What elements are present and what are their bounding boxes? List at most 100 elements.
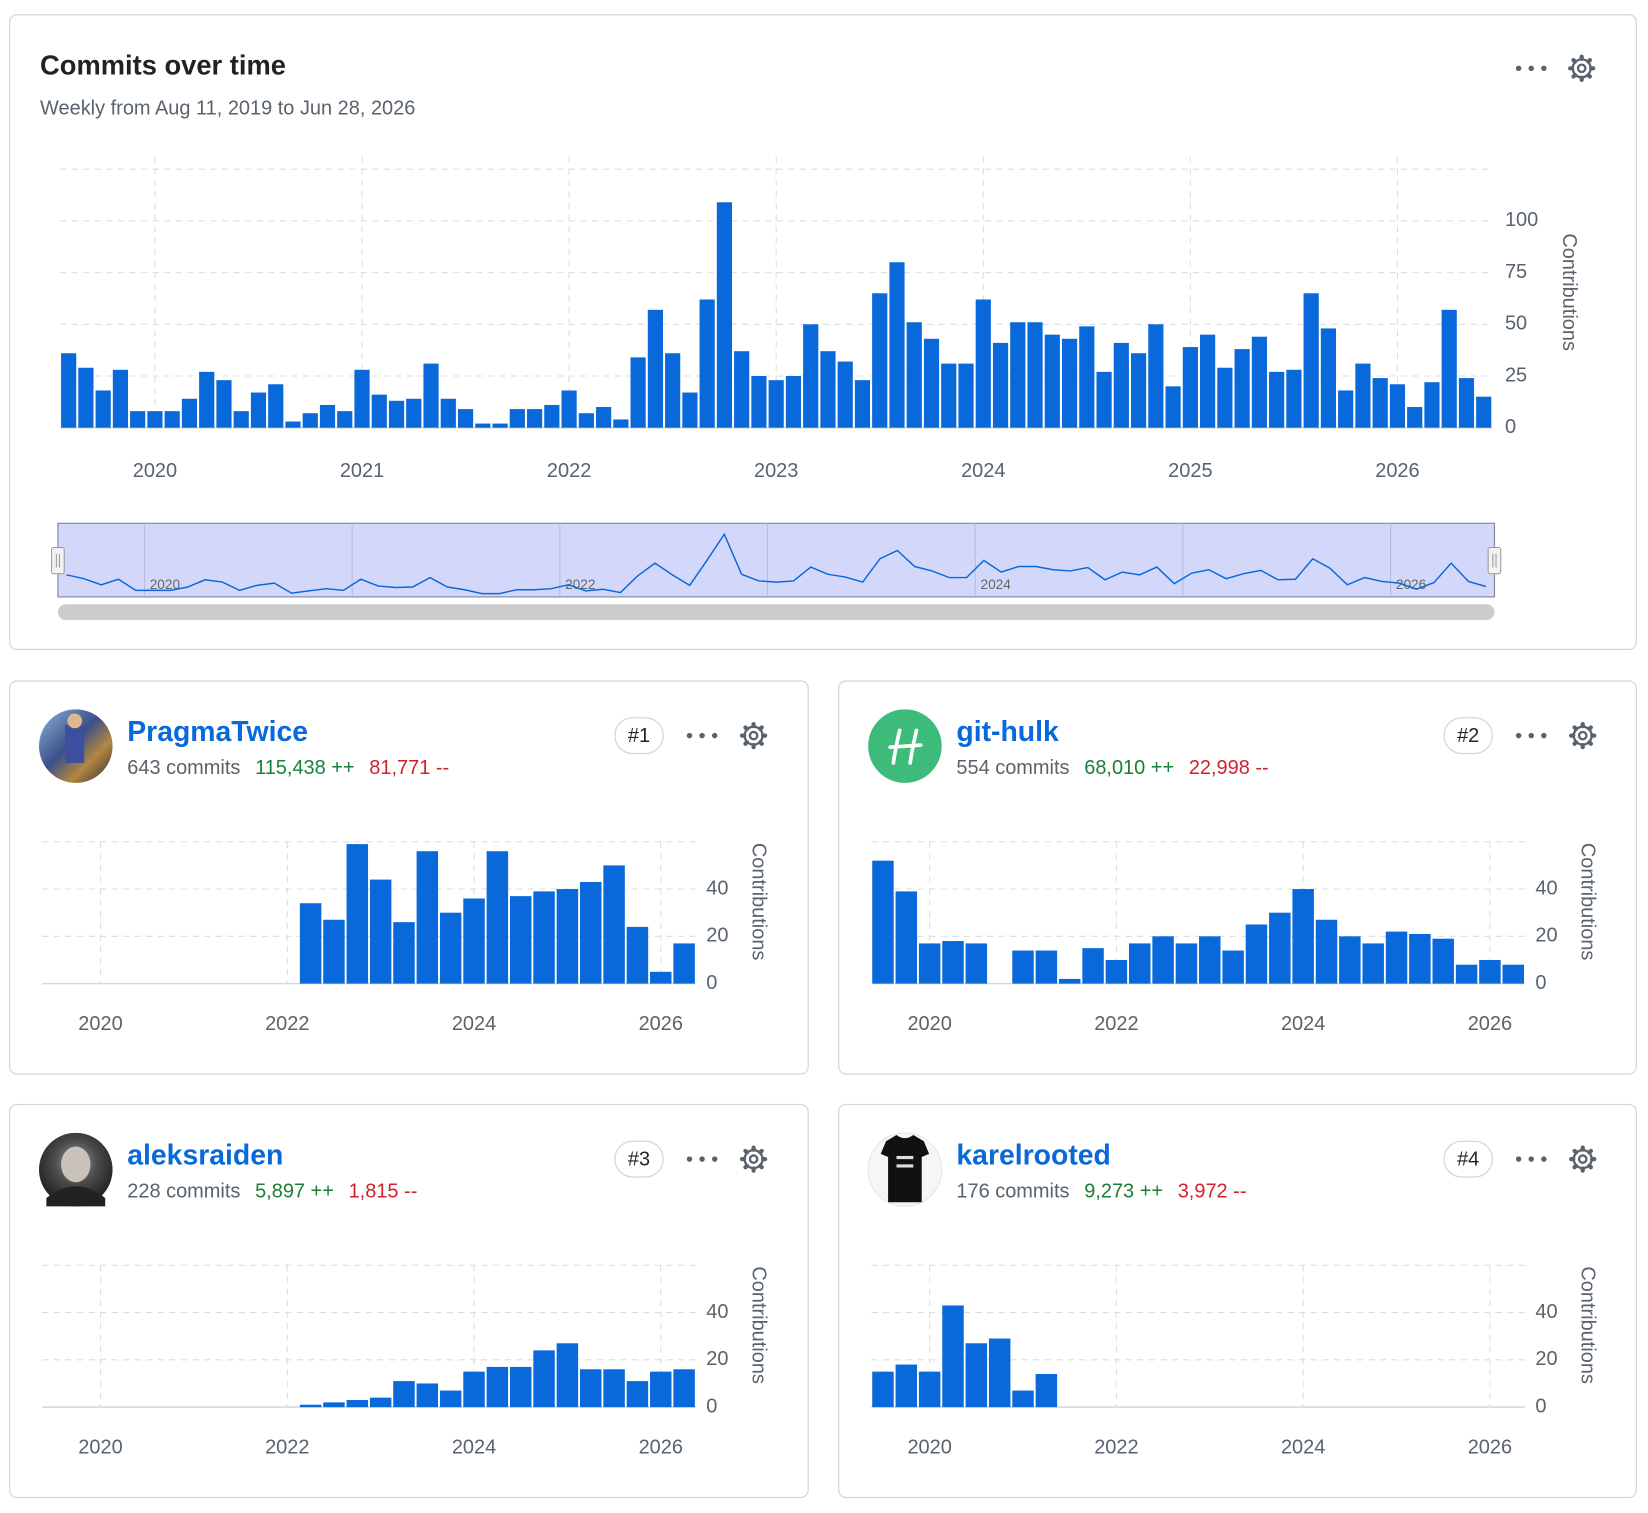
bar [486, 851, 509, 984]
contributor-stats: 176 commits 9,273 ++ 3,972 -- [956, 1181, 1246, 1203]
handle-body [51, 546, 65, 575]
bar [923, 338, 940, 428]
settings-button[interactable] [1568, 54, 1596, 82]
contributor-name[interactable]: git-hulk [956, 716, 1059, 748]
bar [941, 363, 957, 428]
bar [509, 409, 525, 428]
bar [895, 1364, 918, 1408]
bar [416, 851, 439, 984]
scrollbar[interactable] [57, 604, 1495, 621]
bar [1458, 378, 1475, 428]
bar [354, 369, 370, 428]
y-tick-label: 20 [1535, 1348, 1557, 1370]
bar [785, 376, 802, 428]
bar [216, 380, 232, 428]
gear-hub [748, 1154, 759, 1164]
bar [906, 322, 922, 428]
settings-button[interactable] [1569, 721, 1597, 750]
navigator-label: 2024 [980, 577, 1011, 592]
settings-button[interactable] [739, 721, 768, 750]
y-tick-label: 20 [1535, 925, 1557, 947]
bar [233, 411, 249, 428]
bar [751, 376, 767, 428]
settings-button[interactable] [739, 1145, 768, 1173]
more-button[interactable] [1515, 65, 1547, 72]
x-tick-label: 2024 [1281, 1436, 1325, 1458]
commit-count: 554 commits [956, 758, 1069, 780]
avatar[interactable] [868, 709, 942, 783]
y-tick-label: 0 [1505, 416, 1516, 438]
charts: 2020 2021 2022 2023 2024 2025 20260255075100Co… [42, 156, 1599, 1458]
commit-count: 176 commits [956, 1181, 1069, 1203]
commit-count: 228 commits [127, 1181, 240, 1203]
y-tick-label: 20 [706, 1348, 728, 1370]
bar [250, 392, 267, 428]
x-tick-label: 2024 [452, 1436, 496, 1458]
bar [580, 1369, 602, 1408]
bar [854, 380, 871, 428]
navigator-window [57, 522, 1496, 598]
bar [509, 1366, 532, 1408]
contributor-stats: 228 commits 5,897 ++ 1,815 -- [127, 1181, 417, 1203]
bar [533, 1350, 555, 1408]
avatar[interactable] [38, 709, 113, 783]
additions: 9,273 ++ [1084, 1181, 1163, 1203]
bar [268, 384, 284, 428]
bar [626, 926, 649, 984]
bar [1105, 959, 1128, 984]
settings-button[interactable] [1569, 1145, 1597, 1173]
bar [1010, 322, 1026, 428]
dot [1515, 732, 1522, 739]
bar [1234, 349, 1250, 428]
bar [1082, 948, 1104, 984]
gear-tooth [743, 740, 750, 746]
gear-tooth [1587, 1163, 1594, 1170]
y-tick-label: 40 [1535, 1301, 1557, 1323]
contributor-name[interactable]: PragmaTwice [127, 716, 308, 748]
y-tick-label: 50 [1505, 313, 1527, 335]
more-button[interactable] [686, 1156, 718, 1162]
bar [699, 299, 715, 428]
bar [1035, 950, 1058, 984]
bar [682, 392, 698, 428]
bar [734, 351, 750, 428]
avatar[interactable] [867, 1132, 943, 1207]
x-tick-label: 2020 [907, 1436, 951, 1458]
y-axis-title: Contributions [1558, 233, 1580, 351]
rank-label: #3 [628, 1148, 650, 1170]
y-axis-title: Contributions [748, 843, 770, 961]
contributor-name[interactable]: karelrooted [956, 1140, 1110, 1172]
avatar[interactable] [38, 1132, 113, 1207]
rank-label: #1 [628, 725, 650, 747]
bar [556, 889, 579, 984]
gear-tooth [1572, 740, 1579, 746]
bar [630, 357, 646, 428]
more-button[interactable] [1515, 732, 1547, 739]
handle-body [1487, 546, 1502, 575]
navigator-handle[interactable] [1487, 546, 1502, 575]
bar [1061, 338, 1078, 428]
bar [299, 903, 322, 984]
commits-card [8, 14, 1637, 651]
bar [603, 865, 625, 984]
bar [388, 400, 405, 428]
bar [596, 407, 612, 428]
bar [1245, 924, 1268, 984]
gear-tooth [743, 1163, 750, 1170]
dot [1541, 1156, 1547, 1162]
bar [1058, 978, 1081, 984]
bar [439, 1390, 462, 1408]
bar [526, 409, 543, 428]
contributor-name[interactable]: aleksraiden [127, 1140, 283, 1172]
navigator-handle[interactable] [51, 546, 65, 575]
dot [686, 1156, 693, 1162]
bar [1355, 363, 1371, 428]
more-button[interactable] [1515, 1156, 1547, 1162]
bar [475, 423, 491, 428]
bar [889, 262, 905, 428]
x-tick-label: 2025 [1168, 460, 1212, 482]
bar [942, 1305, 964, 1408]
bar [716, 202, 733, 428]
more-button[interactable] [686, 732, 718, 739]
